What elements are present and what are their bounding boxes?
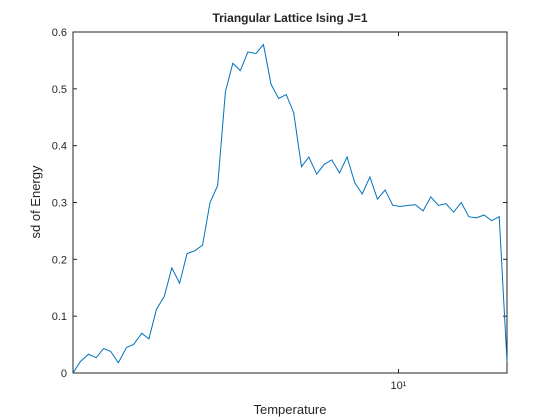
y-tick-label: 0.2 [52,254,67,266]
x-axis-label: Temperature [254,402,327,417]
y-tick-label: 0 [61,368,67,380]
y-tick-label: 0.6 [52,27,67,39]
y-axis-label: sd of Energy [28,165,43,238]
axes-box [72,31,508,374]
chart-title: Triangular Lattice Ising J=1 [212,11,367,25]
y-tick-label: 0.3 [52,198,67,210]
y-tick-label: 0.1 [52,311,67,323]
y-tick-label: 0.4 [52,141,67,153]
x-tick-label: 10¹ [391,380,407,392]
y-tick-label: 0.5 [52,84,67,96]
data-line [72,43,508,374]
